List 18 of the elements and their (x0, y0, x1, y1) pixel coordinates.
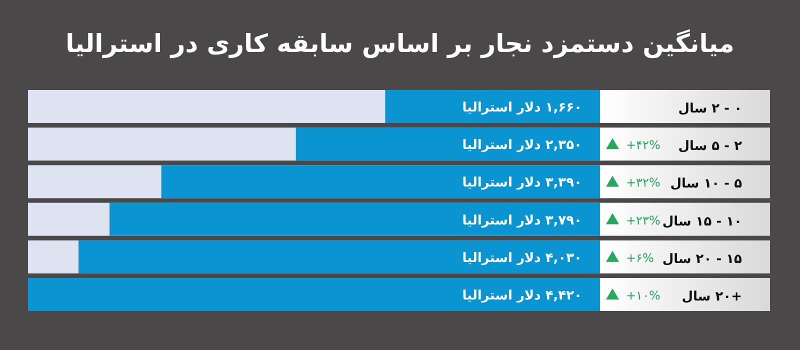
data-label: ۴,۰۳۰ دلار استرالیا (462, 250, 582, 266)
text: +۱۰% (626, 288, 660, 302)
chart-title: میانگین دستمزد نجار بر اساس سابقه کاری در استرالیا (66, 29, 734, 59)
y-tick-label: ۰ - ۲ سال (678, 102, 742, 116)
data-label: ۳,۳۹۰ دلار استرالیا (462, 176, 582, 191)
data-label: ۲,۳۵۰ دلار استرالیا (462, 138, 582, 154)
y-tick-label: ۲ - ۵ سال (678, 139, 742, 154)
data-label: ۴,۴۲۰ دلار استرالیا (462, 288, 582, 304)
y-tick-label: ۱۰ - ۱۵ سال (662, 214, 742, 230)
text: +۶% (626, 250, 654, 265)
y-tick-label: ۱۵ - ۲۰ سال (662, 252, 742, 267)
y-tick-label: +۲۰ سال (682, 290, 742, 304)
text: +۴۲% (626, 138, 660, 152)
text: +۲۳% (626, 213, 660, 228)
text: +۳۲% (626, 176, 660, 190)
y-tick-label: ۵ - ۱۰ سال (670, 176, 742, 192)
data-label: ۱,۶۶۰ دلار استرالیا (462, 100, 582, 116)
data-label: ۳,۷۹۰ دلار استرالیا (462, 213, 582, 228)
